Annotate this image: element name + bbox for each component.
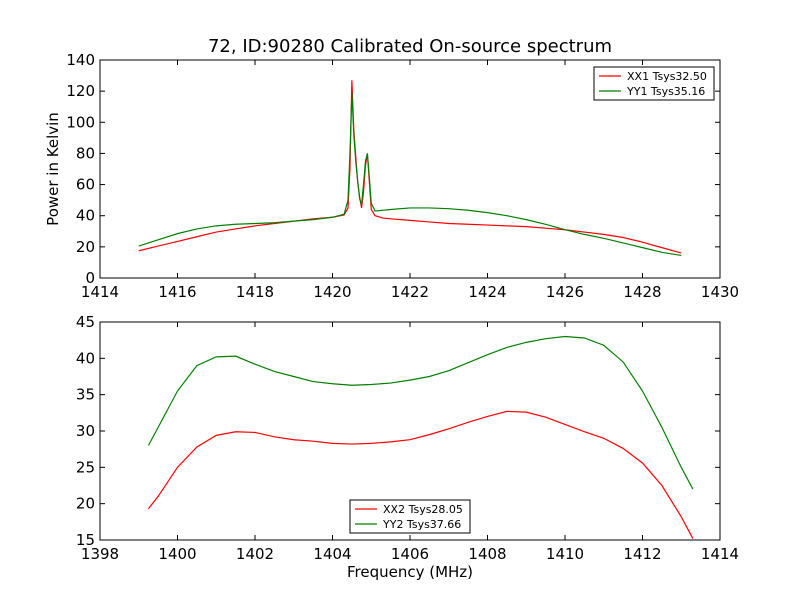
top-series-line-1 (138, 92, 682, 257)
bottom-legend: XX2 Tsys28.05 YY2 Tsys37.66 (349, 499, 471, 534)
bottom-plot: 1398 1400 1402 1404 1406 1408 1410 1412 1414 15 20… (76, 313, 739, 563)
top-y-tick-label: 0 (85, 269, 95, 287)
bottom-y-tick-label: 35 (76, 386, 95, 404)
top-y-tick-label: 40 (76, 207, 95, 225)
bottom-y-tick-label: 40 (76, 349, 95, 367)
top-series-line-0 (138, 80, 682, 254)
bottom-series-line-0 (147, 410, 694, 539)
top-plot: 1414 1416 1418 1420 1422 1424 1426 1428 1430 0 20 4… (66, 51, 739, 301)
bottom-x-tick-label: 1402 (236, 545, 274, 563)
top-y-tick-label: 140 (66, 51, 95, 69)
top-x-tick-label: 1414 (81, 283, 119, 301)
top-x-tick-label: 1430 (701, 283, 739, 301)
bottom-x-tick-label: 1414 (701, 545, 739, 563)
bottom-y-tick-label: 20 (76, 495, 95, 513)
top-x-tick-label: 1420 (313, 283, 351, 301)
top-x-tick-label: 1424 (468, 283, 506, 301)
bottom-x-tick-label: 1400 (158, 545, 196, 563)
bottom-y-tick-label: 45 (76, 313, 95, 331)
top-y-tick-label: 120 (66, 82, 95, 100)
top-legend-box (593, 66, 715, 101)
top-y-axis-label: Power in Kelvin (44, 112, 62, 226)
bottom-y-tick-label: 25 (76, 458, 95, 476)
bottom-x-tick-label: 1398 (81, 545, 119, 563)
top-y-tick-label: 60 (76, 176, 95, 194)
top-x-tick-label: 1426 (546, 283, 584, 301)
bottom-y-tick-label: 30 (76, 422, 95, 440)
top-legend-label-1: YY1 Tsys35.16 (626, 85, 705, 98)
bottom-x-tick-label: 1408 (468, 545, 506, 563)
top-x-tick-label: 1418 (236, 283, 274, 301)
bottom-x-tick-label: 1410 (546, 545, 584, 563)
bottom-legend-label-1: YY2 Tsys37.66 (382, 518, 461, 531)
top-legend: XX1 Tsys32.50 YY1 Tsys35.16 (593, 66, 715, 101)
chart-title: 72, ID:90280 Calibrated On-source spectr… (208, 36, 612, 57)
top-x-tick-label: 1428 (623, 283, 661, 301)
top-y-tick-label: 100 (66, 113, 95, 131)
bottom-y-tick-label: 15 (76, 531, 95, 549)
top-y-tick-label: 80 (76, 144, 95, 162)
top-x-tick-label: 1422 (391, 283, 429, 301)
bottom-series-line-1 (147, 335, 694, 490)
bottom-x-tick-label: 1406 (391, 545, 429, 563)
top-y-tick-label: 20 (76, 238, 95, 256)
bottom-x-tick-label: 1404 (313, 545, 351, 563)
bottom-legend-box (349, 499, 471, 534)
bottom-x-tick-label: 1412 (623, 545, 661, 563)
bottom-x-axis-label: Frequency (MHz) (347, 563, 473, 581)
top-x-tick-label: 1416 (158, 283, 196, 301)
bottom-legend-label-0: XX2 Tsys28.05 (383, 503, 463, 516)
top-legend-label-0: XX1 Tsys32.50 (627, 70, 707, 83)
